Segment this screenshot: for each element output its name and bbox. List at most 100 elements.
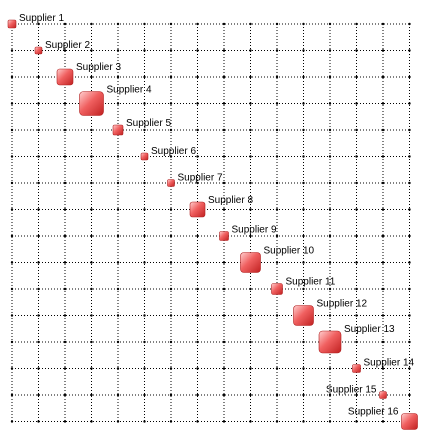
junction [381, 49, 385, 52]
junction [10, 287, 14, 291]
junction [143, 393, 146, 397]
junction [302, 155, 305, 158]
junction [90, 261, 93, 264]
junction [143, 234, 146, 238]
junction [222, 102, 226, 105]
supplier-node [401, 413, 418, 430]
junction [249, 128, 252, 132]
junction [275, 208, 279, 211]
supplier-label: Supplier 1 [19, 13, 64, 24]
junction [10, 181, 14, 185]
junction [169, 261, 173, 264]
junction [222, 287, 226, 291]
junction [275, 234, 279, 238]
supplier-label: Supplier 13 [344, 324, 395, 335]
junction [355, 314, 358, 317]
junction [222, 49, 226, 52]
junction [90, 314, 93, 317]
junction [355, 393, 358, 397]
junction [63, 367, 67, 370]
supplier-label: Supplier 11 [286, 277, 336, 288]
junction [90, 22, 93, 26]
junction [355, 261, 358, 264]
junction [355, 287, 358, 291]
junction [63, 234, 67, 238]
junction [328, 420, 332, 423]
junction [37, 314, 40, 317]
supplier-node [352, 364, 361, 373]
junction [275, 102, 279, 105]
junction [381, 128, 385, 132]
supplier-node [34, 46, 43, 55]
junction [381, 287, 385, 291]
supplier-label: Supplier 2 [45, 40, 90, 51]
junction [37, 367, 40, 370]
grid [10, 22, 411, 423]
supplier-label: Supplier 12 [317, 299, 368, 310]
junction [10, 340, 14, 344]
junction [169, 102, 173, 105]
junction [328, 49, 332, 52]
junction [169, 420, 173, 423]
junction [408, 22, 411, 26]
junction [169, 314, 173, 317]
junction [249, 287, 252, 291]
junction [143, 367, 146, 370]
junction [143, 128, 146, 132]
junction [196, 155, 199, 158]
junction [169, 208, 173, 211]
junction [143, 75, 146, 79]
junction [10, 393, 14, 397]
supplier-node [219, 231, 229, 241]
junction [302, 75, 305, 79]
junction [90, 340, 93, 344]
junction [275, 49, 279, 52]
junction [249, 102, 252, 105]
junction [408, 393, 411, 397]
junction [328, 155, 332, 158]
junction [408, 234, 411, 238]
junction [355, 340, 358, 344]
junction [249, 393, 252, 397]
supplier-node [140, 152, 149, 161]
junction [90, 420, 93, 423]
supplier-node [271, 283, 283, 295]
junction [302, 287, 305, 291]
junction [222, 155, 226, 158]
junction [249, 155, 252, 158]
junction [196, 261, 199, 264]
junction [328, 287, 332, 291]
junction [381, 208, 385, 211]
junction [63, 287, 67, 291]
supplier-node [379, 391, 387, 399]
junction [37, 287, 40, 291]
junction [169, 367, 173, 370]
junction [381, 75, 385, 79]
junction [143, 208, 146, 211]
junction [63, 393, 67, 397]
junction [222, 393, 226, 397]
junction [63, 208, 67, 211]
supplier-label: Supplier 6 [151, 146, 196, 157]
junction [196, 420, 199, 423]
supplier-node [112, 124, 124, 136]
junction [381, 155, 385, 158]
junction [116, 261, 120, 264]
junction [90, 367, 93, 370]
junction [355, 155, 358, 158]
supplier-label: Supplier 8 [208, 195, 253, 206]
junction [275, 314, 279, 317]
nodes: Supplier 1 Supplier 2 Supplier 3 Supplier 4… [7, 13, 418, 430]
junction [328, 75, 332, 79]
junction [302, 340, 305, 344]
junction [63, 128, 67, 132]
junction [63, 22, 67, 26]
supplier-node [167, 179, 175, 187]
junction [90, 287, 93, 291]
junction [222, 314, 226, 317]
junction [196, 181, 199, 185]
junction [143, 314, 146, 317]
supplier-label: Supplier 7 [178, 173, 223, 184]
junction [143, 49, 146, 52]
